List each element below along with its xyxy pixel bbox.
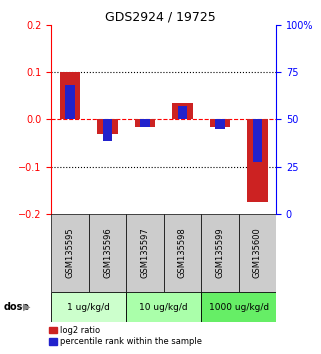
Bar [178, 106, 187, 119]
Bar [51, 292, 126, 322]
Bar [60, 72, 80, 119]
Text: GSM135596: GSM135596 [103, 228, 112, 279]
Bar [65, 85, 75, 119]
Text: GSM135600: GSM135600 [253, 228, 262, 279]
Text: dose: dose [3, 302, 29, 312]
Bar [89, 214, 126, 292]
Text: GDS2924 / 19725: GDS2924 / 19725 [105, 10, 216, 23]
Text: 10 ug/kg/d: 10 ug/kg/d [139, 303, 188, 312]
Bar [172, 103, 193, 119]
Text: GSM135599: GSM135599 [215, 228, 224, 279]
Bar [103, 119, 112, 141]
Bar [253, 119, 262, 162]
Text: ▶: ▶ [23, 302, 30, 312]
Text: GSM135597: GSM135597 [141, 228, 150, 279]
Text: 1 ug/kg/d: 1 ug/kg/d [67, 303, 110, 312]
Bar [210, 119, 230, 127]
Bar [140, 119, 150, 127]
Bar [215, 119, 225, 129]
Text: 1000 ug/kg/d: 1000 ug/kg/d [209, 303, 269, 312]
Bar [164, 214, 201, 292]
Bar [239, 214, 276, 292]
Bar [126, 214, 164, 292]
Bar [135, 119, 155, 127]
Text: GSM135598: GSM135598 [178, 228, 187, 279]
Bar [201, 292, 276, 322]
Text: GSM135595: GSM135595 [65, 228, 74, 279]
Bar [51, 214, 89, 292]
Legend: log2 ratio, percentile rank within the sample: log2 ratio, percentile rank within the s… [49, 326, 202, 346]
Bar [97, 119, 118, 134]
Bar [201, 214, 239, 292]
Bar [247, 119, 268, 202]
Bar [126, 292, 201, 322]
